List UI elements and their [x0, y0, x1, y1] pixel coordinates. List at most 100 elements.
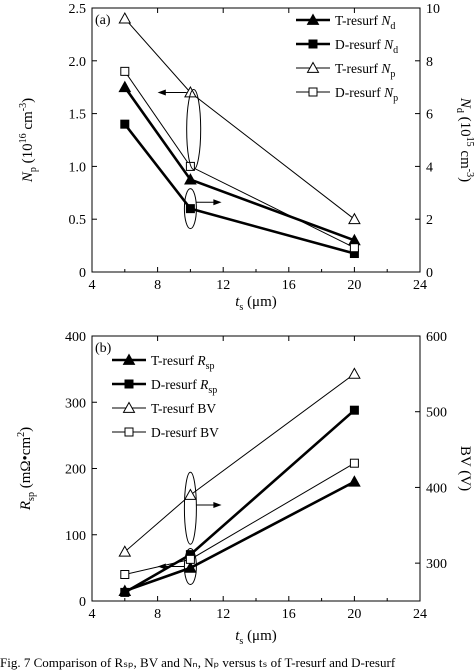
- data-point-1-1: [185, 204, 195, 214]
- x-axis-label: ts (μm): [235, 294, 277, 313]
- y-right-label-unit2: cm: [457, 147, 473, 169]
- x-axis-label-main: t: [235, 294, 240, 310]
- data-point-3-0: [120, 66, 130, 76]
- legend-label-symbol: N: [380, 61, 391, 76]
- data-point-2-0: [118, 12, 132, 24]
- y-right-tick-label: 300: [426, 557, 447, 572]
- y-right-label-sub: d: [454, 108, 465, 113]
- data-point-3-1: [185, 554, 195, 564]
- y-left-tick-label: 300: [65, 396, 86, 411]
- y-left-label-unit: (mΩ•cm: [18, 437, 34, 492]
- y-right-label-close: ): [457, 177, 473, 182]
- legend-label-sub: sp: [206, 361, 215, 372]
- legend-label-symbol: R: [196, 353, 206, 368]
- data-point-1-0: [120, 119, 130, 129]
- y-right-tick-label: 10: [426, 2, 440, 17]
- x-tick-label: 4: [89, 278, 96, 293]
- y-left-label-unit2: cm: [20, 111, 36, 133]
- legend-label-3: D-resurf BV: [151, 425, 219, 440]
- legend-label-text: T-resurf: [335, 61, 381, 76]
- y-left-axis-label: Np (1016 cm-3): [18, 98, 39, 183]
- y-left-label-exp2: -3: [18, 103, 29, 111]
- axis-annotation: [157, 88, 222, 230]
- legend-label-symbol: R: [199, 377, 209, 392]
- series-line-0: [123, 86, 355, 242]
- x-tick-label: 12: [216, 607, 230, 622]
- y-left-label-sub: p: [28, 167, 39, 172]
- panel-tag: (a): [95, 13, 111, 28]
- y-right-tick-label: 500: [426, 406, 447, 421]
- annotation-arrowhead: [213, 501, 222, 508]
- y-right-tick-label: 400: [426, 481, 447, 496]
- legend-label-1: D-resurf Rsp: [151, 377, 217, 396]
- legend-label-text: D-resurf: [335, 37, 384, 52]
- y-left-tick-label: 0: [79, 595, 86, 610]
- annotation-arrowhead: [157, 89, 166, 96]
- y-right-label-main: N: [457, 97, 473, 109]
- data-point-3-2: [349, 243, 359, 253]
- data-point-0-2: [348, 475, 361, 487]
- data-point-3-2: [349, 458, 359, 468]
- x-axis-label: ts (μm): [235, 628, 277, 647]
- legend-label-text: D-resurf: [151, 377, 200, 392]
- legend-label-text: T-resurf: [151, 353, 197, 368]
- y-left-tick-label: 1.5: [69, 108, 87, 123]
- legend-label-text: T-resurf BV: [151, 401, 216, 416]
- x-axis-label-sub: s: [239, 636, 243, 647]
- x-tick-label: 20: [347, 607, 361, 622]
- y-left-tick-label: 2.5: [69, 2, 87, 17]
- annotation-ellipse: [186, 88, 202, 170]
- y-left-label-close: ): [20, 98, 36, 103]
- data-point-2-1: [184, 85, 197, 98]
- figure-caption: Fig. 7 Comparison of Rₛₚ, BV and Nₙ, Nₚ …: [0, 654, 474, 670]
- annotation-arrowhead: [157, 563, 166, 570]
- legend-marker-0: [306, 13, 320, 25]
- data-point-2-0: [118, 545, 132, 557]
- panel-tag: (b): [95, 341, 112, 356]
- legend-marker-3: [124, 427, 134, 437]
- y-right-label-unit: (10: [457, 113, 473, 137]
- data-point-0-1: [184, 561, 197, 573]
- legend-label-2: T-resurf Np: [335, 61, 395, 80]
- x-tick-label: 4: [89, 607, 96, 622]
- annotation-arrowhead: [213, 199, 222, 206]
- annotation-ellipse: [183, 188, 197, 230]
- legend-label-sub: d: [393, 45, 398, 56]
- legend-label-text: T-resurf: [335, 13, 381, 28]
- data-point-2-2: [348, 212, 361, 225]
- y-right-label-main: BV (V): [457, 446, 473, 491]
- legend-label-0: T-resurf Nd: [335, 13, 395, 32]
- y-right-axis-label: BV (V): [457, 446, 473, 491]
- chart-panel-b: 4 8 12 16 20 240100200300400300400500600(b)ts…: [16, 330, 473, 647]
- legend-label-0: T-resurf Rsp: [151, 353, 215, 372]
- y-right-tick-label: 600: [426, 330, 447, 345]
- y-left-tick-label: 1.0: [69, 160, 87, 175]
- data-point-1-0: [120, 587, 130, 597]
- y-left-tick-label: 0.5: [69, 213, 87, 228]
- data-point-0-1: [184, 173, 197, 185]
- y-left-label-main: N: [20, 171, 36, 183]
- series-line-1: [123, 123, 355, 255]
- y-right-tick-label: 6: [426, 108, 433, 123]
- legend-marker-1: [308, 39, 318, 49]
- legend-label-text: D-resurf: [335, 85, 384, 100]
- x-axis-label-unit: (μm): [243, 628, 276, 644]
- legend-marker-2: [122, 401, 136, 413]
- y-left-label-exp: 16: [18, 133, 29, 143]
- legend-label-1: D-resurf Nd: [335, 37, 398, 56]
- x-axis-label-unit: (μm): [243, 294, 276, 310]
- y-right-axis-label: Nd (1015 cm-3): [454, 97, 474, 182]
- legend-label-sub: d: [390, 21, 395, 32]
- y-left-tick-label: 200: [65, 463, 86, 478]
- y-left-label-exp: 2: [16, 432, 27, 437]
- legend: T-resurf Rsp D-resurf Rsp T-resurf BV D-res…: [112, 353, 219, 440]
- x-tick-label: 16: [282, 607, 296, 622]
- x-tick-label: 24: [413, 278, 427, 293]
- x-tick-label: 12: [216, 278, 230, 293]
- y-left-label-sub: sp: [26, 492, 37, 501]
- data-point-0-0: [118, 80, 132, 93]
- y-right-tick-label: 8: [426, 55, 433, 70]
- x-tick-label: 16: [282, 278, 296, 293]
